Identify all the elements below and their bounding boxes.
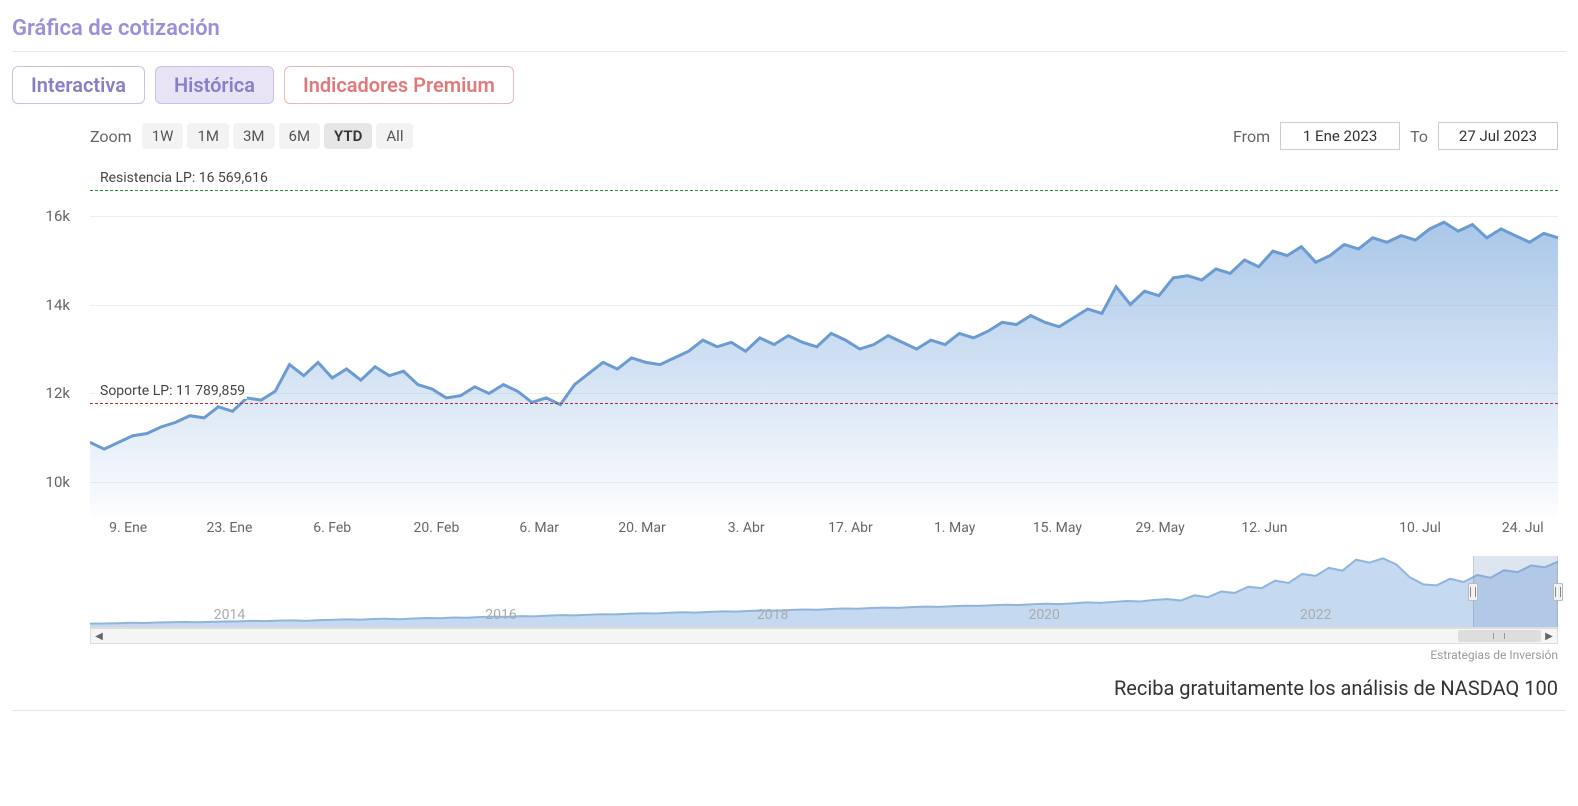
- y-axis: 10k 12k 14k 16k: [20, 180, 80, 518]
- resistance-label: Resistencia LP: 16 569,616: [98, 170, 270, 186]
- y-tick-label: 16k: [46, 207, 70, 225]
- navigator-scrollbar[interactable]: ◀ ▶: [90, 628, 1558, 644]
- nav-tick-label: 2022: [1300, 607, 1331, 623]
- scroll-left-icon[interactable]: ◀: [91, 631, 107, 642]
- zoom-1w[interactable]: 1W: [142, 123, 184, 149]
- scroll-thumb[interactable]: [1458, 630, 1541, 642]
- x-tick-label: 20. Feb: [414, 520, 460, 536]
- plot-area[interactable]: Resistencia LP: 16 569,616Soporte LP: 11…: [90, 180, 1558, 518]
- main-chart[interactable]: 10k 12k 14k 16k Resistencia LP: 16 569,616S…: [20, 180, 1558, 540]
- tab-premium[interactable]: Indicadores Premium: [284, 66, 514, 104]
- x-tick-label: 10. Jul: [1399, 520, 1441, 536]
- date-range: From 1 Ene 2023 To 27 Jul 2023: [1233, 122, 1558, 150]
- zoom-1m[interactable]: 1M: [187, 123, 229, 149]
- navigator-series: [90, 556, 1558, 627]
- zoom-group: 1W1M3M6MYTDAll: [142, 123, 414, 149]
- x-tick-label: 1. May: [934, 520, 975, 536]
- x-tick-label: 9. Ene: [109, 520, 147, 536]
- nav-tick-label: 2020: [1028, 607, 1059, 623]
- nav-handle-left[interactable]: [1468, 583, 1478, 601]
- y-tick-label: 10k: [46, 473, 70, 491]
- tab-historica[interactable]: Histórica: [155, 66, 274, 104]
- zoom-3m[interactable]: 3M: [233, 123, 275, 149]
- resistance-line: [90, 190, 1558, 191]
- zoom-6m[interactable]: 6M: [279, 123, 321, 149]
- to-input[interactable]: 27 Jul 2023: [1438, 122, 1558, 150]
- x-tick-label: 3. Abr: [728, 520, 765, 536]
- nav-handle-right[interactable]: [1553, 583, 1563, 601]
- nav-tick-label: 2014: [214, 607, 245, 623]
- from-label: From: [1233, 127, 1270, 146]
- zoom-ytd[interactable]: YTD: [324, 123, 372, 149]
- page-title: Gráfica de cotización: [12, 10, 1566, 51]
- x-tick-label: 15. May: [1033, 520, 1082, 536]
- navigator-chart[interactable]: 2014 2016 2018 2020 2022: [90, 556, 1558, 628]
- x-axis: 9. Ene 23. Ene 6. Feb 20. Feb 6. Mar 20. Mar 3…: [90, 520, 1558, 540]
- navigator: 2014 2016 2018 2020 2022 ◀ ▶: [20, 556, 1558, 644]
- support-label: Soporte LP: 11 789,859: [98, 383, 247, 399]
- price-series: [90, 180, 1558, 518]
- divider: [12, 51, 1566, 52]
- from-input[interactable]: 1 Ene 2023: [1280, 122, 1400, 150]
- x-tick-label: 12. Jun: [1241, 520, 1287, 536]
- nav-tick-label: 2018: [757, 607, 788, 623]
- zoom-label: Zoom: [90, 127, 132, 146]
- support-line: [90, 403, 1558, 404]
- x-tick-label: 6. Feb: [313, 520, 351, 536]
- x-tick-label: 23. Ene: [206, 520, 252, 536]
- y-tick-label: 14k: [46, 296, 70, 314]
- x-tick-label: 24. Jul: [1502, 520, 1544, 536]
- zoom-all[interactable]: All: [376, 123, 413, 149]
- nav-tick-label: 2016: [485, 607, 516, 623]
- tab-row: Interactiva Histórica Indicadores Premiu…: [12, 66, 1566, 104]
- x-tick-label: 17. Abr: [828, 520, 873, 536]
- y-tick-label: 12k: [46, 384, 70, 402]
- chart-widget: Gráfica de cotización Interactiva Histór…: [0, 0, 1578, 721]
- to-label: To: [1410, 127, 1428, 146]
- chart-credits: Estrategias de Inversión: [12, 648, 1558, 662]
- x-tick-label: 29. May: [1136, 520, 1185, 536]
- chart-controls: Zoom 1W1M3M6MYTDAll From 1 Ene 2023 To 2…: [12, 122, 1566, 150]
- chart-frame: Zoom 1W1M3M6MYTDAll From 1 Ene 2023 To 2…: [12, 122, 1566, 666]
- divider: [12, 710, 1566, 711]
- scroll-right-icon[interactable]: ▶: [1541, 631, 1557, 642]
- navigator-selection[interactable]: [1473, 556, 1558, 627]
- tab-interactiva[interactable]: Interactiva: [12, 66, 145, 104]
- x-tick-label: 20. Mar: [618, 520, 665, 536]
- x-tick-label: 6. Mar: [519, 520, 559, 536]
- scroll-track[interactable]: [107, 629, 1541, 643]
- footer-cta[interactable]: Reciba gratuitamente los análisis de NAS…: [12, 666, 1566, 706]
